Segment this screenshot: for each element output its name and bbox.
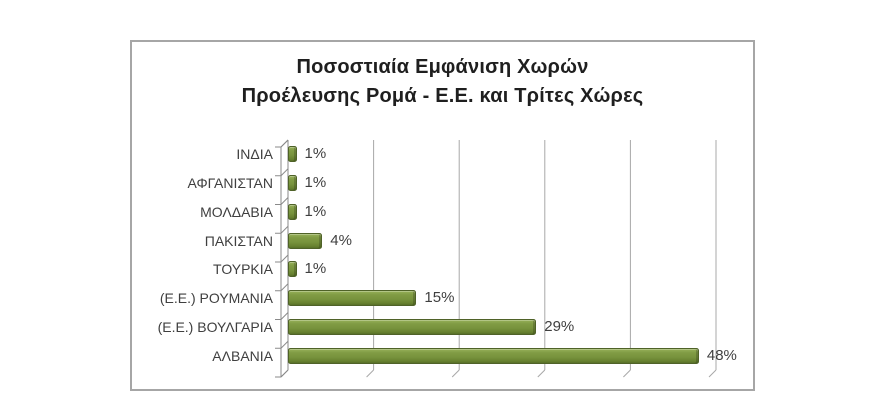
category-label: (Ε.Ε.) ΡΟΥΜΑΝΙΑ: [159, 290, 273, 307]
plot-area: ΙΝΔΙΑ 1% ΑΦΓΑΝΙΣΤΑΝ 1% ΜΟΛΔΑΒΙΑ 1% ΠΑΚΙΣΤΑΝ 4% Τ…: [132, 42, 753, 389]
value-label: 48%: [706, 346, 737, 364]
axis-tick-depth-edge: [280, 225, 289, 234]
axis-tick-depth-edge: [280, 254, 289, 263]
value-label: 1%: [304, 202, 327, 220]
chart-title-line-2: Προέλευσης Ρομά - Ε.Ε. και Τρίτες Χώρες: [241, 85, 644, 107]
value-label: 29%: [544, 317, 575, 335]
category-label: ΙΝΔΙΑ: [236, 146, 273, 163]
category-label: ΜΟΛΔΑΒΙΑ: [200, 203, 273, 220]
gridline-floor-edge: [366, 369, 374, 378]
gridline-floor-edge: [451, 369, 460, 378]
category-label: ΤΟΥΡΚΙΑ: [213, 261, 273, 278]
axis-tick-depth-edge: [280, 312, 289, 320]
gridline-floor-edge: [537, 369, 546, 378]
axis-tick-depth-edge: [280, 168, 289, 177]
axis-tick-depth-edge: [280, 139, 289, 148]
axis-tick-depth-edge: [280, 283, 289, 292]
value-label: 15%: [424, 289, 455, 307]
bar: [288, 290, 417, 307]
gridline-floor-edge: [623, 369, 631, 378]
value-label: 1%: [304, 260, 327, 278]
axis-tick-depth-edge: [280, 369, 289, 378]
category-label: ΠΑΚΙΣΤΑΝ: [204, 232, 273, 249]
category-label: ΑΛΒΑΝΙΑ: [212, 347, 273, 364]
value-label: 1%: [304, 174, 327, 192]
value-label: 4%: [330, 231, 352, 249]
chart-title: Ποσοστιαία Εμφάνιση Χωρών Προέλευσης Ρομ…: [132, 53, 753, 111]
bar: [288, 203, 297, 220]
bar: [288, 175, 297, 192]
bar: [288, 146, 297, 163]
bar: [288, 318, 537, 335]
value-label: 1%: [304, 145, 327, 163]
bar: [288, 347, 699, 364]
chart-title-line-1: Ποσοστιαία Εμφάνιση Χωρών: [296, 56, 589, 78]
axis-tick-depth-edge: [280, 340, 289, 349]
axis-tick-depth-edge: [280, 197, 289, 205]
category-label: ΑΦΓΑΝΙΣΤΑΝ: [187, 175, 273, 192]
category-label: (Ε.Ε.) ΒΟΥΛΓΑΡΙΑ: [157, 318, 273, 335]
bar: [288, 261, 297, 278]
bar: [288, 232, 323, 249]
chart-container: Ποσοστιαία Εμφάνιση Χωρών Προέλευσης Ρομ…: [130, 40, 755, 391]
gridline-floor-edge: [708, 369, 717, 378]
